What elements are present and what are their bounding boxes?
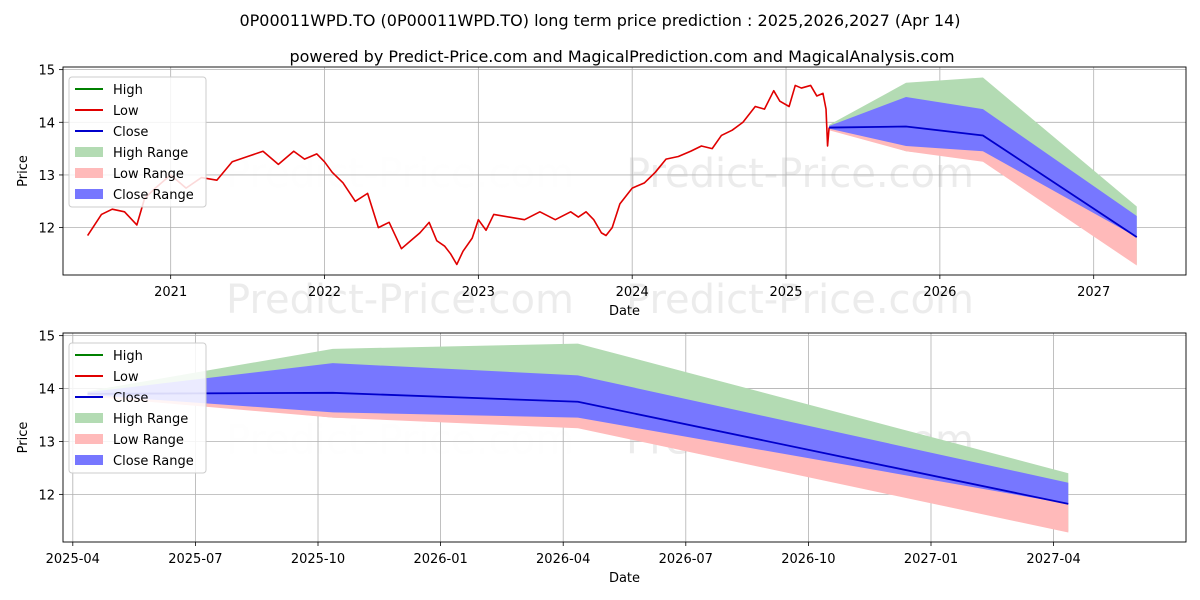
- x-tick-label: 2026-04: [536, 552, 590, 567]
- watermark: Predict-Price.com: [226, 277, 574, 323]
- close-forecast-line: [829, 125, 1138, 238]
- plot-area: [87, 343, 1069, 533]
- axes-frame: [62, 332, 1187, 543]
- chart-subtitle: powered by Predict-Price.com and Magical…: [289, 47, 954, 66]
- x-tick-label: 2025: [769, 285, 802, 300]
- legend-swatch-patch: [75, 455, 103, 465]
- x-tick-label: 2025-10: [291, 552, 345, 567]
- low-range-band: [87, 393, 1069, 533]
- legend-box: [68, 342, 207, 474]
- legend-swatch-patch: [75, 434, 103, 444]
- close-range-band: [829, 97, 1137, 238]
- y-tick-label: 14: [38, 116, 55, 131]
- legend-swatch-patch: [75, 413, 103, 423]
- legend-label: High Range: [113, 146, 188, 161]
- legend-label: High: [113, 349, 143, 364]
- axes-frame: [62, 66, 1187, 276]
- legend-swatch-patch: [75, 147, 103, 157]
- x-axis-label: Date: [609, 304, 640, 319]
- top-panel: Predict-Price.com Predict-Price.com Predic…: [16, 64, 1187, 323]
- bottom-panel: Predict-Price.comPredict-Price.com2025-0…: [16, 330, 1187, 586]
- y-tick-label: 15: [38, 330, 55, 345]
- y-tick-label: 15: [38, 64, 55, 79]
- legend-label: Close: [113, 391, 148, 406]
- x-tick-label: 2027: [1077, 285, 1110, 300]
- chart-title: 0P00011WPD.TO (0P00011WPD.TO) long term …: [239, 11, 960, 30]
- x-tick-label: 2027-01: [904, 552, 958, 567]
- legend-swatch-patch: [75, 168, 103, 178]
- y-tick-label: 12: [38, 222, 55, 237]
- plot-area: [86, 77, 1138, 266]
- legend-label: Close: [113, 125, 148, 140]
- x-tick-label: 2023: [462, 285, 495, 300]
- y-tick-label: 14: [38, 383, 55, 398]
- legend-label: High: [113, 83, 143, 98]
- y-axis-label: Price: [16, 422, 31, 454]
- legend-label: Low: [113, 370, 139, 385]
- legend-label: Low Range: [113, 433, 184, 448]
- x-tick-label: 2021: [154, 285, 187, 300]
- legend-label: High Range: [113, 412, 188, 427]
- x-axis-label: Date: [609, 571, 640, 586]
- x-tick-label: 2026-07: [659, 552, 713, 567]
- legend-label: Close Range: [113, 188, 194, 203]
- low-history-line: [86, 84, 830, 266]
- x-tick-label: 2024: [616, 285, 649, 300]
- x-tick-label: 2025-04: [46, 552, 100, 567]
- legend-label: Low: [113, 104, 139, 119]
- x-tick-label: 2022: [308, 285, 341, 300]
- close-forecast-line: [87, 391, 1069, 505]
- y-tick-label: 13: [38, 169, 55, 184]
- x-tick-label: 2026-10: [781, 552, 835, 567]
- x-tick-label: 2027-04: [1026, 552, 1080, 567]
- close-range-band: [87, 363, 1069, 504]
- x-tick-label: 2025-07: [168, 552, 222, 567]
- legend-label: Low Range: [113, 167, 184, 182]
- low-range-band: [829, 127, 1137, 266]
- x-tick-label: 2026-01: [413, 552, 467, 567]
- legend-swatch-patch: [75, 189, 103, 199]
- y-tick-label: 12: [38, 488, 55, 503]
- watermark: Predict-Price.com: [626, 151, 974, 197]
- y-axis-label: Price: [16, 155, 31, 187]
- legend: High Low Close High Range Low Range Close Ran…: [68, 342, 207, 474]
- legend: High Low Close High Range Low Range Close Ran…: [68, 76, 207, 208]
- legend-box: [68, 76, 207, 208]
- y-tick-label: 13: [38, 435, 55, 450]
- watermark: Predict-Price.com: [226, 151, 574, 197]
- watermark: Predict-Price.com: [626, 277, 974, 323]
- legend-label: Close Range: [113, 454, 194, 469]
- x-tick-label: 2026: [923, 285, 956, 300]
